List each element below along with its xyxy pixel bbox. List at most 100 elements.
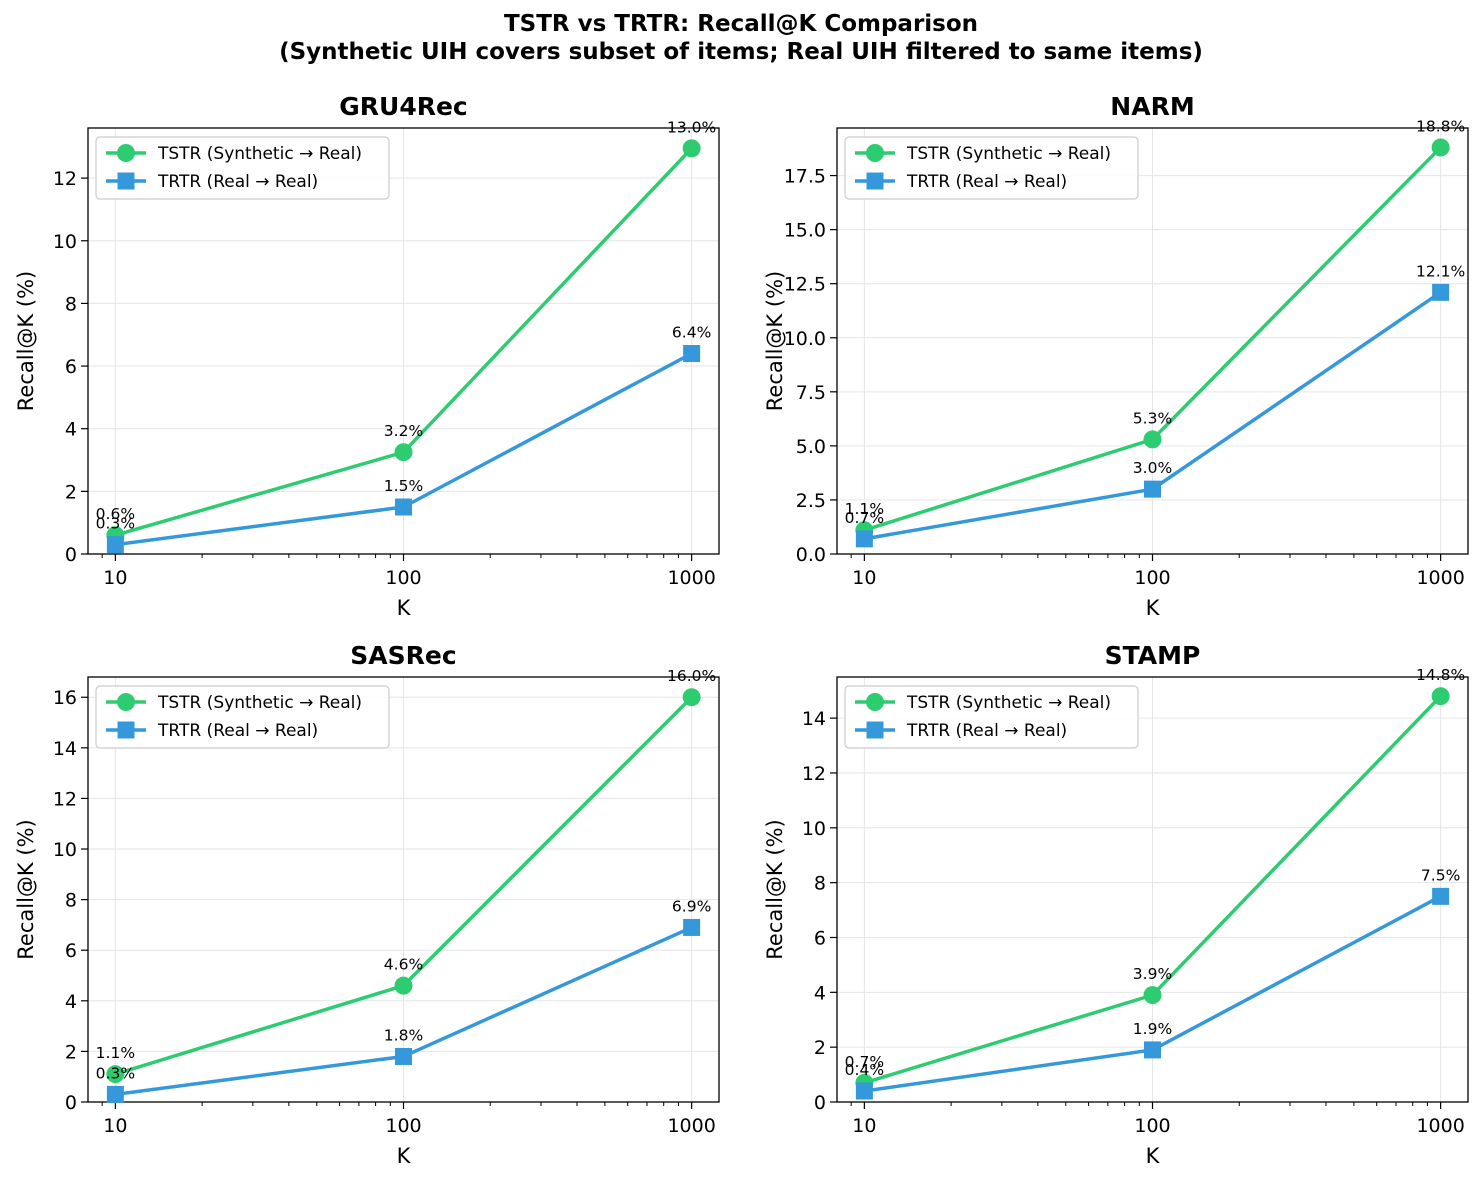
data-point [106,1085,124,1103]
legend-marker [866,721,884,739]
data-label: 0.7% [845,1053,884,1071]
legend-box [844,136,1139,200]
series-trtr: 0.3% 1.5% 6.4% [96,324,711,554]
data-label: 7.5% [1421,866,1460,884]
legend: TSTR (Synthetic → Real) TRTR (Real → Real… [95,136,390,200]
y-tick-label: 2.5 [796,490,826,512]
data-point [395,498,412,516]
y-tick-label: 17.5 [784,166,826,188]
data-point [1143,986,1162,1005]
x-tick-label: 10 [852,567,876,589]
y-tick-label: 6 [65,940,77,962]
x-tick-label: 1000 [667,1115,715,1137]
data-label: 1.1% [96,1044,135,1062]
data-label: 6.4% [672,324,711,342]
y-tick-label: 7.5 [796,382,826,404]
legend-marker [117,693,135,711]
axes-frame [87,676,720,1103]
legend-marker [117,144,135,162]
chart-title: STAMP [1105,641,1201,670]
axes-frame [836,127,1469,555]
legend-marker [117,172,135,190]
figure-title-line2: (Synthetic UIH covers subset of items; R… [279,39,1203,65]
y-tick-label: 8 [65,890,77,912]
series-trtr: 0.4% 1.9% 7.5% [845,866,1460,1100]
data-label: 14.8% [1416,666,1465,684]
data-point [1432,887,1450,905]
axes-frame [836,676,1469,1103]
y-tick-label: 12 [53,168,77,190]
chart-4: 10 100 1000 0 2 4 6 8 10 12 14 STAMP K Recall@K (%) 0.… [763,641,1469,1168]
chart-title: SASRec [350,641,456,670]
data-label: 3.9% [1133,965,1172,983]
y-axis-label: Recall@K (%) [763,271,787,411]
data-point [394,976,413,995]
data-point [855,1082,873,1100]
legend-marker [866,172,884,190]
y-tick-label: 10.0 [784,328,826,350]
y-axis-label: Recall@K (%) [14,819,38,959]
y-tick-label: 0 [65,1092,77,1114]
y-tick-label: 0.0 [796,544,826,566]
legend: TSTR (Synthetic → Real) TRTR (Real → Real… [95,685,390,749]
legend-box [95,685,390,749]
data-label: 1.1% [845,500,884,518]
y-tick-label: 4 [65,419,77,441]
legend: TSTR (Synthetic → Real) TRTR (Real → Real… [844,136,1139,200]
data-point [855,530,873,548]
y-tick-label: 6 [814,927,826,949]
data-label: 5.3% [1133,409,1172,427]
legend-marker [117,721,135,739]
data-point [1431,138,1450,157]
data-label: 6.9% [672,897,711,915]
figure-title-line1: TSTR vs TRTR: Recall@K Comparison [503,11,979,37]
series-tstr: 1.1% 5.3% 18.8% [845,117,1465,540]
legend-box [844,685,1139,749]
data-point [682,139,701,158]
x-tick-label: 100 [1134,567,1170,589]
y-tick-label: 0 [65,544,77,566]
y-tick-label: 8 [814,873,826,895]
y-tick-label: 12.5 [784,274,826,296]
x-axis-label: K [1146,596,1161,620]
y-tick-label: 2 [814,1037,826,1059]
data-label: 0.3% [96,515,135,533]
data-label: 1.5% [384,477,423,495]
y-tick-label: 10 [53,839,77,861]
data-label: 3.2% [384,422,423,440]
legend-label: TSTR (Synthetic → Real) [157,144,362,164]
data-point [1143,430,1162,449]
y-tick-label: 6 [65,356,77,378]
x-axis-label: K [1146,1144,1161,1168]
data-point [683,918,701,936]
chart-1: 10 100 1000 0 2 4 6 8 10 12 GRU4Rec K Recall@K (%) 0.… [14,92,720,620]
y-tick-label: 16 [53,687,77,709]
y-tick-label: 5.0 [796,436,826,458]
legend-marker [866,144,884,162]
data-label: 0.4% [845,1061,884,1079]
x-tick-label: 1000 [1416,567,1464,589]
y-tick-label: 12 [53,788,77,810]
series-tstr: 1.1% 4.6% 16.0% [96,667,716,1084]
data-label: 3.0% [1133,459,1172,477]
y-tick-label: 14 [53,738,77,760]
data-label: 1.8% [384,1026,423,1044]
x-tick-label: 10 [103,567,127,589]
data-point [1144,480,1161,498]
y-tick-label: 15.0 [784,220,826,242]
data-point [395,1047,412,1065]
axes-frame [87,127,720,555]
y-tick-label: 12 [802,763,826,785]
data-point [106,536,124,554]
x-tick-label: 100 [1134,1115,1170,1137]
chart-title: GRU4Rec [339,92,468,121]
data-label: 16.0% [667,667,716,685]
y-tick-label: 8 [65,293,77,315]
data-point [106,1065,125,1084]
y-tick-label: 10 [53,231,77,253]
data-point [1144,1041,1161,1059]
x-tick-label: 1000 [667,567,715,589]
x-axis-label: K [397,596,412,620]
y-tick-label: 4 [65,991,77,1013]
